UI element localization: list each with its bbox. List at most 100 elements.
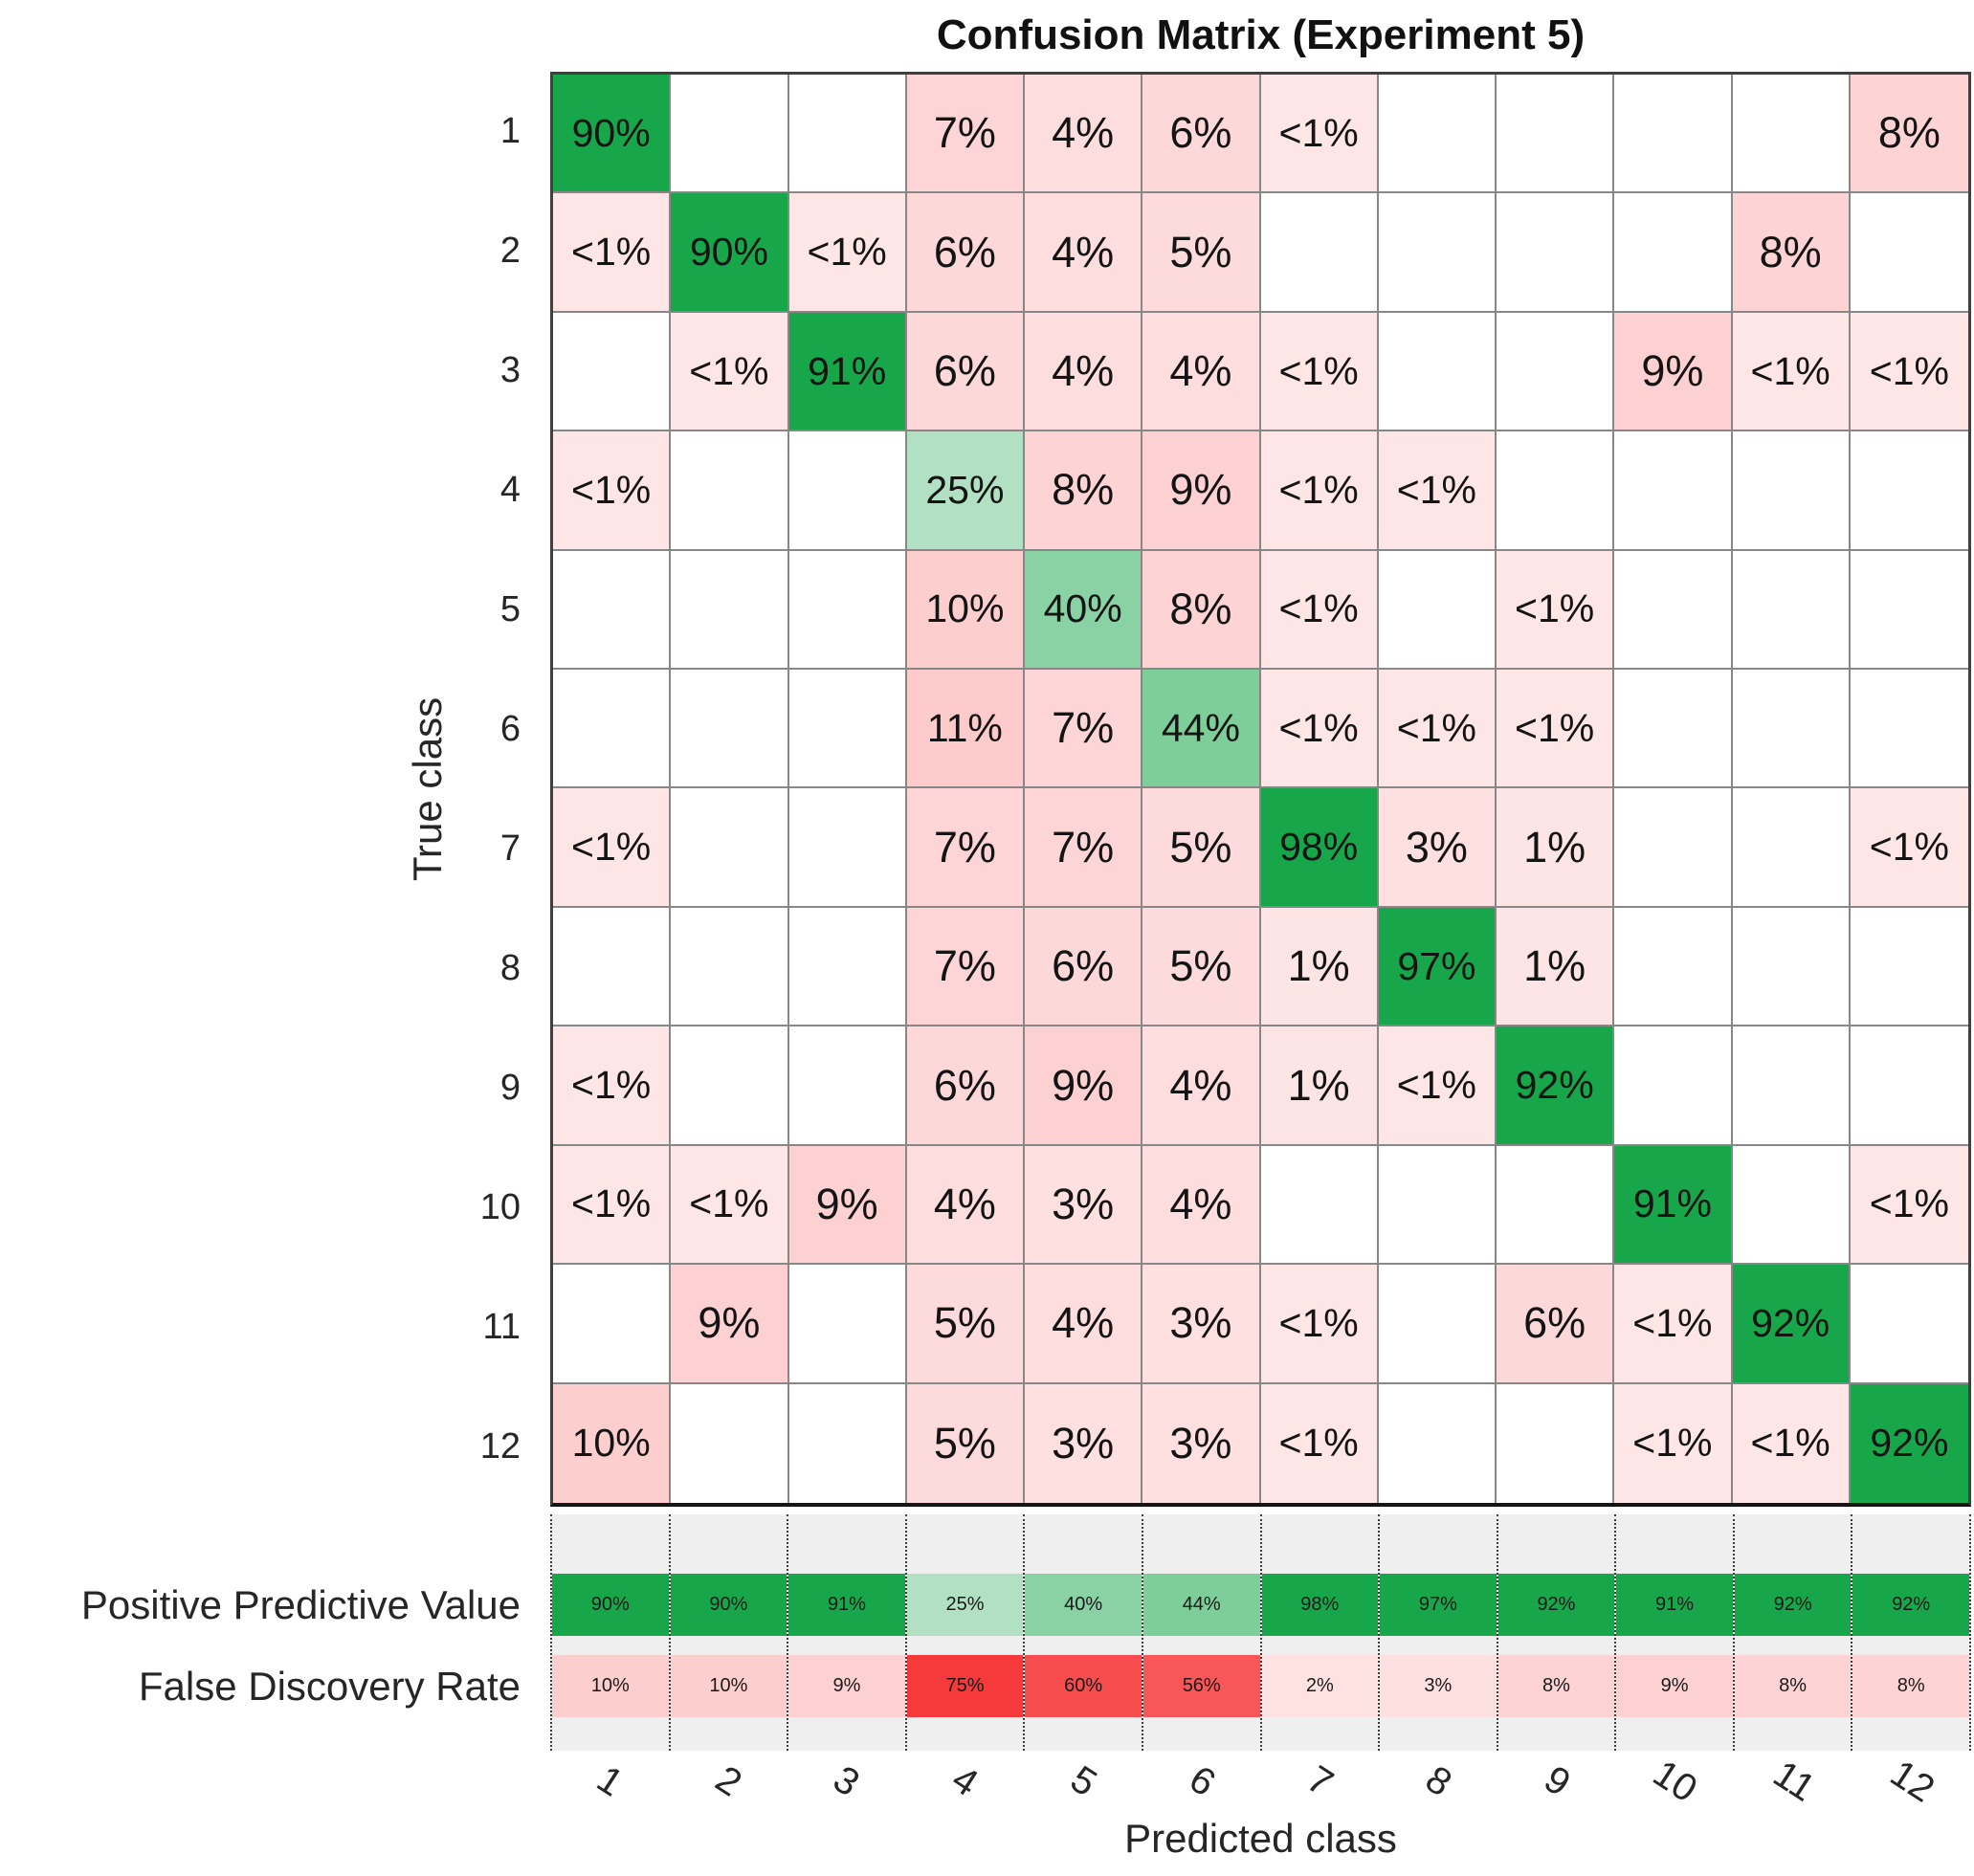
matrix-cell: 5%	[906, 1383, 1025, 1503]
fdr-cell: 10%	[670, 1655, 787, 1717]
matrix-cell	[1850, 670, 1968, 789]
matrix-cell: <1%	[788, 193, 907, 313]
matrix-cell: 91%	[1614, 1145, 1733, 1266]
ppv-cell: 92%	[1734, 1574, 1852, 1636]
y-tick-label: 9	[499, 1068, 521, 1108]
x-axis-label: Predicted class	[1124, 1816, 1397, 1861]
fdr-cell: 2%	[1261, 1655, 1379, 1717]
matrix-cell: 90%	[553, 75, 672, 194]
matrix-cell: 4%	[1025, 312, 1143, 432]
matrix-cell	[1497, 193, 1615, 313]
matrix-cell: 6%	[906, 312, 1025, 432]
matrix-cell	[671, 1026, 789, 1146]
summary-column: 92% 8%	[1496, 1514, 1615, 1751]
summary-column: 98% 2%	[1259, 1514, 1379, 1751]
matrix-cell	[1614, 1026, 1733, 1146]
matrix-cell	[1260, 1145, 1379, 1266]
matrix-cell	[1497, 1383, 1615, 1503]
ppv-cell: 90%	[552, 1574, 669, 1636]
matrix-cell	[1614, 670, 1733, 789]
matrix-cell: <1%	[1378, 1026, 1497, 1146]
matrix-cell: <1%	[1260, 1265, 1379, 1384]
matrix-cell: <1%	[671, 1145, 789, 1266]
matrix-cell: <1%	[1378, 670, 1497, 789]
matrix-cell: 4%	[1142, 312, 1261, 432]
ppv-cell: 90%	[670, 1574, 787, 1636]
summary-column: 91% 9%	[1614, 1514, 1733, 1751]
matrix-cell	[671, 550, 789, 671]
matrix-cell: 1%	[1260, 1026, 1379, 1146]
matrix-cell: 91%	[788, 312, 907, 432]
matrix-cell: 7%	[1025, 670, 1143, 789]
matrix-cell	[788, 431, 907, 551]
matrix-cell: 97%	[1378, 907, 1497, 1027]
matrix-cell	[1378, 550, 1497, 671]
summary-column: 44% 56%	[1141, 1514, 1260, 1751]
fdr-row-label: False Discovery Rate	[138, 1664, 521, 1709]
matrix-cell	[1732, 907, 1851, 1027]
summary-column: 25% 75%	[904, 1514, 1024, 1751]
matrix-cell: <1%	[553, 1145, 672, 1266]
matrix-cell	[1497, 312, 1615, 432]
summary-column: 92% 8%	[1732, 1514, 1852, 1751]
matrix-cell	[1614, 907, 1733, 1027]
matrix-cell	[788, 550, 907, 671]
matrix-cell: 11%	[906, 670, 1025, 789]
matrix-cell	[1850, 1265, 1968, 1384]
matrix-cell	[1732, 75, 1851, 194]
matrix-cell: <1%	[1850, 788, 1968, 908]
matrix-cell	[1614, 75, 1733, 194]
summary-column: 91% 9%	[787, 1514, 905, 1751]
matrix-cell: 8%	[1850, 75, 1968, 194]
matrix-cell	[553, 550, 672, 671]
matrix-cell	[788, 788, 907, 908]
matrix-cell: 98%	[1260, 788, 1379, 908]
matrix-cell: 6%	[1025, 907, 1143, 1027]
matrix-cell	[1732, 431, 1851, 551]
matrix-cell: 7%	[906, 788, 1025, 908]
matrix-cell: 4%	[906, 1145, 1025, 1266]
matrix-cell	[553, 312, 672, 432]
summary-column: 90% 10%	[668, 1514, 787, 1751]
matrix-cell: 1%	[1497, 907, 1615, 1027]
matrix-cell: <1%	[1850, 1145, 1968, 1266]
matrix-cell: 10%	[906, 550, 1025, 671]
ppv-cell: 91%	[1616, 1574, 1733, 1636]
matrix-grid: 90% 7% 4% 6% <1% 8% <1% 90% <1% 6% 4% 5% 8% <1% 91% 6% 4…	[550, 72, 1971, 1507]
matrix-cell: <1%	[671, 312, 789, 432]
matrix-cell: <1%	[1850, 312, 1968, 432]
matrix-cell	[671, 431, 789, 551]
fdr-cell: 3%	[1380, 1655, 1497, 1717]
matrix-cell	[671, 75, 789, 194]
matrix-cell	[1378, 1265, 1497, 1384]
matrix-cell: 5%	[1142, 907, 1261, 1027]
matrix-cell	[1497, 431, 1615, 551]
matrix-cell: <1%	[553, 788, 672, 908]
matrix-cell: 1%	[1497, 788, 1615, 908]
matrix-cell: <1%	[553, 431, 672, 551]
matrix-cell: 6%	[1497, 1265, 1615, 1384]
matrix-cell	[1850, 193, 1968, 313]
ppv-cell: 40%	[1025, 1574, 1142, 1636]
matrix-cell	[1850, 551, 1968, 671]
matrix-cell: 10%	[553, 1383, 672, 1503]
matrix-cell	[671, 907, 789, 1027]
matrix-cell	[1497, 75, 1615, 194]
matrix-cell	[553, 670, 672, 789]
matrix-cell: 9%	[1614, 312, 1733, 432]
y-tick-label: 2	[499, 231, 521, 271]
matrix-cell: 40%	[1025, 550, 1143, 671]
summary-column: 92% 8%	[1851, 1514, 1969, 1751]
ppv-cell: 44%	[1142, 1574, 1260, 1636]
fdr-cell: 9%	[1616, 1655, 1733, 1717]
matrix-cell	[1732, 788, 1851, 908]
matrix-cell	[1614, 193, 1733, 313]
matrix-cell: <1%	[1732, 1383, 1851, 1503]
summary-strip: 90% 10% 90% 10% 91% 9% 25% 75% 40% 60% 44% 56% 98% 2%…	[550, 1514, 1971, 1751]
matrix-cell	[553, 1265, 672, 1384]
fdr-cell: 8%	[1734, 1655, 1852, 1717]
matrix-cell: 44%	[1142, 670, 1261, 789]
matrix-cell: <1%	[553, 193, 672, 313]
fdr-cell: 8%	[1852, 1655, 1969, 1717]
matrix-cell	[1378, 312, 1497, 432]
